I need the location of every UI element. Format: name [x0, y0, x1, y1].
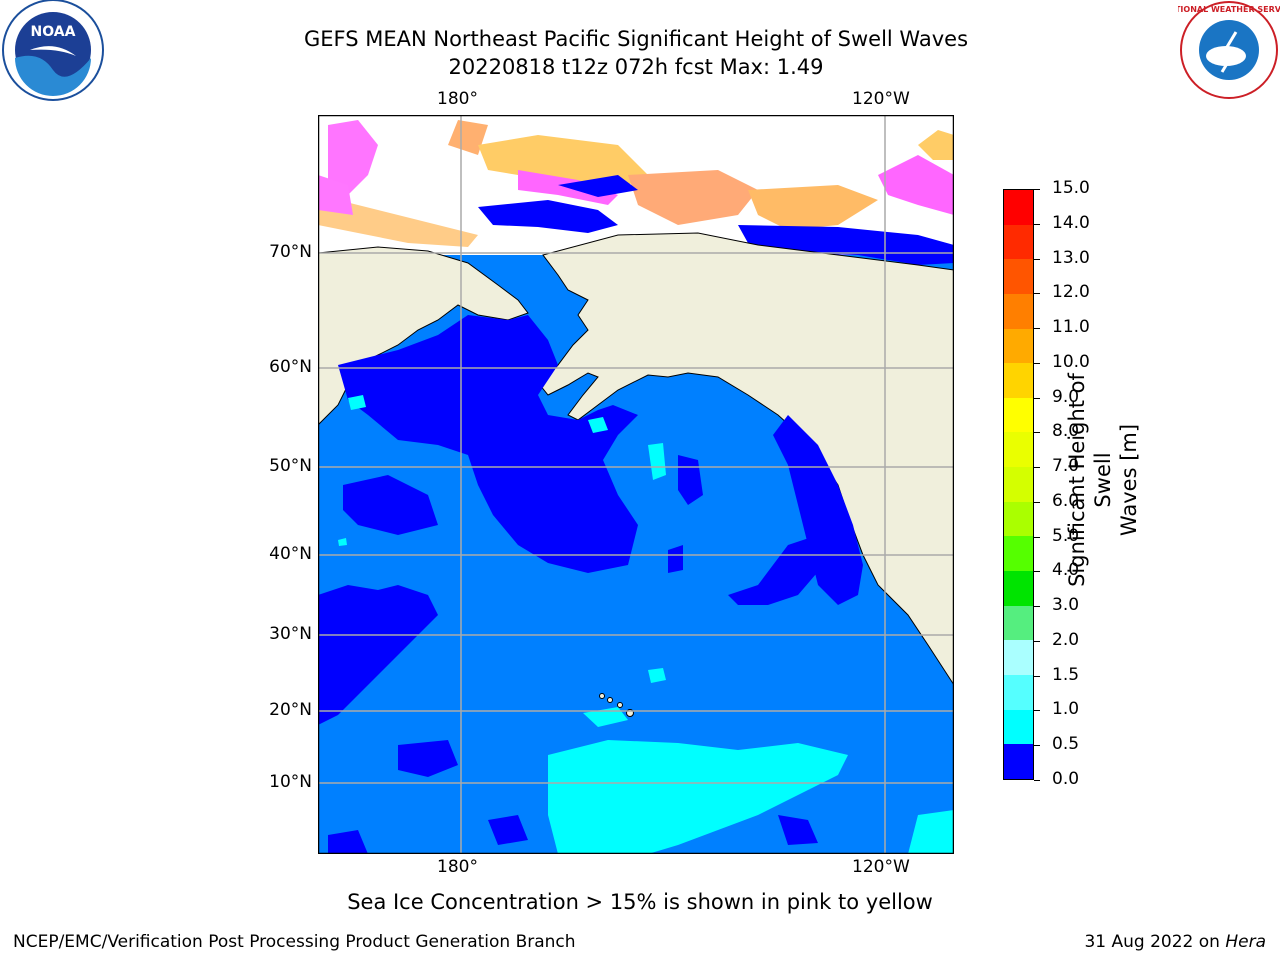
colorbar-tick-label: 14.0	[1052, 212, 1090, 233]
colorbar-segment	[1004, 674, 1033, 710]
map-title: GEFS MEAN Northeast Pacific Significant …	[303, 27, 969, 51]
colorbar-segment	[1004, 432, 1033, 468]
colorbar-tick-label: 8.0	[1052, 421, 1080, 442]
colorbar-segment	[1004, 467, 1033, 502]
colorbar-title: Significant Height of Swell Waves [m]	[1064, 360, 1142, 600]
map-panel	[318, 115, 954, 854]
colorbar-segment	[1004, 259, 1033, 294]
colorbar-segment	[1004, 571, 1033, 606]
colorbar-tick-mark	[1034, 501, 1040, 503]
colorbar-segment	[1004, 328, 1033, 364]
lon-tick-top-180: 180°	[437, 89, 478, 109]
colorbar-segment	[1004, 224, 1033, 260]
lat-tick-10n: 10°N	[269, 772, 312, 792]
colorbar-tick-label: 7.0	[1052, 456, 1080, 477]
lat-tick-30n: 30°N	[269, 624, 312, 644]
colorbar-segment	[1004, 293, 1033, 329]
colorbar-tick-mark	[1034, 606, 1040, 608]
colorbar-title-line2: Waves [m]	[1117, 423, 1141, 537]
colorbar-tick-mark	[1034, 328, 1040, 330]
lat-tick-70n: 70°N	[269, 242, 312, 262]
colorbar-tick-mark	[1034, 640, 1040, 642]
colorbar-tick-mark	[1034, 710, 1040, 712]
colorbar-tick-label: 11.0	[1052, 317, 1090, 338]
colorbar-segment	[1004, 605, 1033, 641]
colorbar-segment	[1004, 397, 1033, 433]
colorbar-tick-label: 9.0	[1052, 386, 1080, 407]
colorbar-segment	[1004, 190, 1033, 225]
colorbar-tick-mark	[1034, 536, 1040, 538]
noaa-logo-text: NOAA	[31, 24, 76, 40]
footer-date-text: 31 Aug 2022 on	[1084, 932, 1226, 952]
sea-ice-note: Sea Ice Concentration > 15% is shown in …	[347, 890, 933, 914]
colorbar-tick-label: 12.0	[1052, 282, 1090, 303]
colorbar-fill	[1004, 190, 1033, 779]
colorbar-tick-label: 0.0	[1052, 769, 1080, 789]
colorbar-tick-label: 0.5	[1052, 734, 1080, 755]
footer-branch: NCEP/EMC/Verification Post Processing Pr…	[13, 932, 576, 952]
colorbar-tick-mark	[1034, 189, 1040, 190]
colorbar-segment	[1004, 501, 1033, 537]
colorbar-tick-mark	[1034, 258, 1040, 260]
colorbar-tick-label: 1.5	[1052, 664, 1080, 685]
footer-date: 31 Aug 2022 on Hera	[1084, 932, 1266, 952]
colorbar-tick-mark	[1034, 362, 1040, 364]
colorbar	[1003, 189, 1034, 780]
lat-tick-50n: 50°N	[269, 456, 312, 476]
colorbar-tick-mark	[1034, 223, 1040, 225]
colorbar-tick-mark	[1034, 397, 1040, 399]
lon-tick-top-120w: 120°W	[852, 89, 910, 109]
colorbar-tick-label: 13.0	[1052, 247, 1090, 268]
colorbar-tick-mark	[1034, 432, 1040, 434]
colorbar-tick-label: 6.0	[1052, 490, 1080, 511]
colorbar-tick-mark	[1034, 571, 1040, 573]
colorbar-tick-label: 3.0	[1052, 595, 1080, 616]
colorbar-tick-label: 2.0	[1052, 629, 1080, 650]
lat-tick-60n: 60°N	[269, 357, 312, 377]
colorbar-tick-label: 1.0	[1052, 699, 1080, 720]
colorbar-segment	[1004, 363, 1033, 398]
colorbar-tick-mark	[1034, 780, 1040, 781]
lat-tick-40n: 40°N	[269, 544, 312, 564]
colorbar-tick-mark	[1034, 467, 1040, 469]
nws-logo-text: NATIONAL WEATHER SERVICE	[1178, 5, 1280, 14]
colorbar-segment	[1004, 536, 1033, 572]
footer-host: Hera	[1225, 932, 1266, 952]
colorbar-title-line1: Significant Height of Swell	[1065, 373, 1115, 587]
colorbar-segment	[1004, 744, 1033, 779]
colorbar-tick-mark	[1034, 745, 1040, 747]
lon-tick-bottom-120w: 120°W	[852, 857, 910, 877]
colorbar-tick-label: 15.0	[1052, 178, 1090, 198]
colorbar-tick-mark	[1034, 675, 1040, 677]
lat-tick-20n: 20°N	[269, 700, 312, 720]
colorbar-tick-label: 5.0	[1052, 525, 1080, 546]
colorbar-tick-mark	[1034, 293, 1040, 295]
colorbar-tick-label: 10.0	[1052, 351, 1090, 372]
map-subtitle: 20220818 t12z 072h fcst Max: 1.49	[448, 55, 824, 79]
nws-logo: NATIONAL WEATHER SERVICE	[1178, 1, 1280, 99]
noaa-logo: NOAA	[2, 0, 104, 101]
lon-tick-bottom-180: 180°	[437, 857, 478, 877]
colorbar-segment	[1004, 640, 1033, 675]
colorbar-segment	[1004, 709, 1033, 745]
colorbar-tick-label: 4.0	[1052, 560, 1080, 581]
